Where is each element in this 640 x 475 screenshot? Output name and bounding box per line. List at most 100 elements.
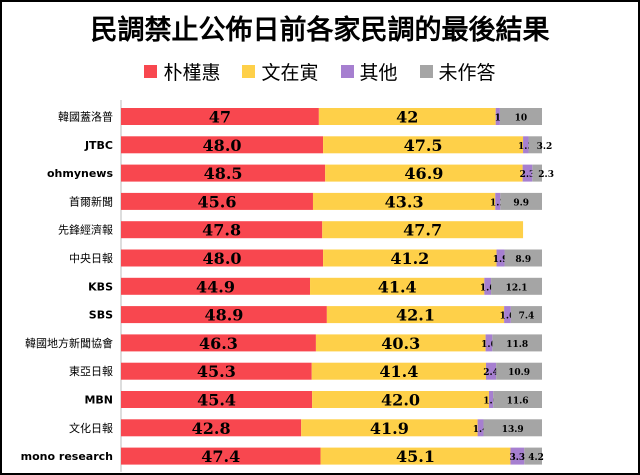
data-label: 48.9 <box>204 306 243 325</box>
data-label: 43.3 <box>385 192 424 211</box>
category-label: 文化日報 <box>69 421 113 435</box>
category-label: MBN <box>84 394 113 407</box>
data-label: 1.6 <box>480 283 496 293</box>
data-label: 48.0 <box>203 249 242 268</box>
data-label: 41.4 <box>378 277 417 296</box>
data-label: 48.5 <box>204 164 243 183</box>
category-label: KBS <box>88 280 113 293</box>
bar-segment-4 <box>524 447 542 465</box>
legend-swatch <box>419 65 433 78</box>
data-label: 4.2 <box>528 453 544 463</box>
bar-segment-2 <box>323 136 524 154</box>
bar-segment-2 <box>326 306 505 324</box>
category-label: 東亞日報 <box>69 365 113 378</box>
bar-segment-1 <box>121 391 313 408</box>
data-label: 3.3 <box>510 453 526 463</box>
category-label: mono research <box>21 450 113 463</box>
data-label: 41.4 <box>379 362 418 381</box>
data-label: 41.2 <box>390 249 429 268</box>
data-label: 11.6 <box>507 397 529 407</box>
bar-segment-3 <box>504 306 511 324</box>
data-label: 1.2 <box>490 198 506 208</box>
data-label: 42 <box>396 108 418 127</box>
bar-segment-2 <box>312 391 489 408</box>
data-label: 46.9 <box>404 164 443 183</box>
bar-segment-3 <box>495 108 500 125</box>
category-label: 首爾新聞 <box>69 194 113 208</box>
bar-segment-1 <box>121 164 326 182</box>
data-label: 12.1 <box>506 283 528 293</box>
bar-segment-1 <box>121 108 319 125</box>
data-label: 40.3 <box>381 334 420 353</box>
data-label: 45.4 <box>197 391 236 410</box>
data-label: 1.4 <box>473 425 489 435</box>
bar-segment-1 <box>121 136 324 154</box>
legend-label: 朴槿惠 <box>163 62 221 84</box>
category-label: 韓國地方新聞協會 <box>25 336 113 350</box>
data-label: 10 <box>515 114 528 124</box>
bar-segment-3 <box>523 136 529 154</box>
bar-segment-4 <box>483 419 542 437</box>
category-label: JTBC <box>84 139 113 152</box>
data-label: 1.3 <box>518 142 534 152</box>
bar-segment-1 <box>121 306 327 324</box>
legend-swatch <box>144 65 158 78</box>
legend-item: 其他 <box>340 58 398 85</box>
data-label: 47.7 <box>403 221 442 240</box>
bar-segment-2 <box>312 192 496 210</box>
legend-label: 未作答 <box>438 62 496 84</box>
bar-segment-2 <box>323 249 497 267</box>
bar-segment-3 <box>486 362 497 380</box>
data-label: 47.8 <box>202 221 241 240</box>
bar-segment-3 <box>522 164 533 182</box>
bar-segment-4 <box>492 334 542 352</box>
category-label: SBS <box>89 309 113 322</box>
bar-segment-2 <box>320 447 511 465</box>
bar-segment-2 <box>318 108 496 125</box>
data-label: 1.6 <box>481 340 497 350</box>
bar-segment-4 <box>528 136 542 154</box>
data-label: 7.4 <box>519 312 535 322</box>
data-label: 1.6 <box>500 312 516 322</box>
data-label: 48.0 <box>203 136 242 155</box>
data-label: 47.5 <box>404 136 443 155</box>
bar-segment-3 <box>495 192 501 210</box>
bar-segment-1 <box>121 447 321 465</box>
legend-swatch <box>340 65 354 78</box>
bar-segment-3 <box>510 447 525 465</box>
bar-segment-4 <box>510 306 542 324</box>
legend-item: 朴槿惠 <box>144 58 220 85</box>
data-label: 3.2 <box>537 142 553 152</box>
bar-segment-3 <box>485 334 493 352</box>
data-label: 45.3 <box>197 362 236 381</box>
bar-segment-1 <box>121 419 302 437</box>
legend-swatch <box>242 65 256 78</box>
bar-segment-1 <box>121 362 312 380</box>
bar-segment-2 <box>322 221 524 239</box>
data-label: 47.4 <box>201 447 240 466</box>
data-label: 2.3 <box>538 170 554 180</box>
bar-segment-4 <box>532 164 542 182</box>
chart-title: 民調禁止公佈日前各家民調的最後結果 <box>90 15 550 46</box>
category-label: 中央日報 <box>69 252 113 265</box>
bar-segment-1 <box>121 221 323 239</box>
legend-label: 文在寅 <box>261 62 319 84</box>
legend-item: 未作答 <box>419 58 496 85</box>
legend: 朴槿惠 文在寅 其他 未作答 <box>2 58 638 85</box>
bar-segment-4 <box>491 277 542 295</box>
bar-segment-3 <box>484 277 492 295</box>
bar-segment-1 <box>121 192 313 210</box>
category-label: ohmynews <box>47 167 113 180</box>
data-label: 8.9 <box>515 255 531 265</box>
data-label: 11.8 <box>506 340 528 350</box>
bar-segment-4 <box>496 362 542 380</box>
data-label: 9.9 <box>513 198 529 208</box>
bar-segment-2 <box>310 277 485 295</box>
data-label: 45.1 <box>396 447 435 466</box>
bar-segment-1 <box>121 334 316 352</box>
data-label: 1.0 <box>483 397 499 407</box>
data-label: 46.3 <box>199 334 238 353</box>
data-label: 41.9 <box>370 419 409 438</box>
